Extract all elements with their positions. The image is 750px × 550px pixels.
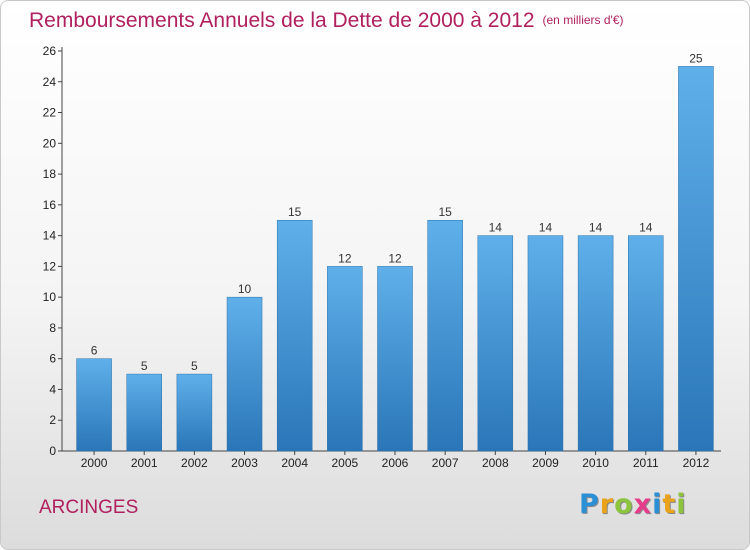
commune-name: ARCINGES	[39, 497, 139, 518]
chart-subtitle: (en milliers d'€)	[542, 13, 624, 27]
logo-letter: P	[579, 489, 600, 520]
y-tick-label: 22	[43, 106, 57, 120]
bar-2011	[628, 235, 664, 452]
y-tick-label: 0	[49, 444, 56, 458]
bar-2000	[76, 358, 112, 452]
bar-value-label: 14	[589, 221, 603, 235]
logo-letter: t	[662, 489, 677, 520]
y-tick-label: 18	[43, 167, 57, 181]
bar-2004	[276, 219, 313, 452]
bar-value-label: 12	[338, 251, 352, 265]
bar-value-label: 10	[238, 282, 252, 296]
bar-2002	[176, 373, 213, 452]
bar-value-label: 15	[438, 205, 452, 219]
chart-title: Remboursements Annuels de la Dette de 20…	[29, 9, 624, 33]
bar-value-label: 15	[288, 205, 302, 219]
y-tick-label: 6	[49, 352, 56, 366]
y-tick-label: 8	[49, 321, 56, 335]
logo-letter: i	[676, 489, 687, 520]
bar-2012	[678, 66, 714, 452]
bar-value-label: 14	[489, 221, 503, 235]
x-tick-label: 2011	[633, 456, 659, 470]
bar-2005	[327, 266, 363, 452]
bar-value-label: 14	[639, 221, 653, 235]
bar-value-label: 6	[91, 344, 98, 358]
x-tick-label: 2002	[181, 456, 208, 470]
bar-value-label: 25	[689, 51, 703, 65]
x-tick-label: 2000	[81, 456, 108, 470]
proxiti-logo: Proxiti	[579, 489, 687, 520]
y-tick-label: 2	[49, 413, 56, 427]
chart-title-text: Remboursements Annuels de la Dette de 20…	[29, 9, 535, 32]
bar-2007	[427, 219, 463, 452]
logo-letter: i	[652, 489, 663, 520]
y-tick-label: 12	[43, 259, 57, 273]
x-tick-label: 2005	[331, 456, 358, 470]
y-tick-label: 4	[49, 382, 56, 396]
bar-value-label: 5	[141, 359, 148, 373]
x-tick-label: 2010	[582, 456, 609, 470]
bar-value-label: 5	[191, 359, 198, 373]
bar-2006	[377, 266, 413, 452]
bar-2010	[577, 235, 614, 452]
bar-2008	[477, 235, 514, 452]
x-tick-label: 2008	[482, 456, 509, 470]
x-tick-label: 2012	[683, 456, 710, 470]
logo-letter: x	[633, 489, 653, 520]
y-tick-label: 24	[43, 75, 57, 89]
bar-2003	[226, 296, 263, 452]
y-tick-label: 26	[43, 44, 57, 58]
logo-letter: o	[614, 489, 634, 520]
x-tick-label: 2003	[231, 456, 258, 470]
y-tick-label: 10	[43, 290, 57, 304]
bar-value-label: 12	[388, 251, 402, 265]
y-tick-label: 20	[43, 136, 57, 150]
y-tick-label: 14	[43, 229, 57, 243]
bar-value-label: 14	[539, 221, 553, 235]
x-tick-label: 2001	[131, 456, 158, 470]
x-tick-label: 2004	[281, 456, 308, 470]
y-tick-label: 16	[43, 198, 57, 212]
bar-2001	[126, 373, 162, 452]
x-tick-label: 2007	[432, 456, 459, 470]
x-tick-label: 2006	[382, 456, 409, 470]
bar-2009	[527, 235, 564, 452]
logo-letter: r	[599, 489, 615, 520]
x-tick-label: 2009	[532, 456, 559, 470]
